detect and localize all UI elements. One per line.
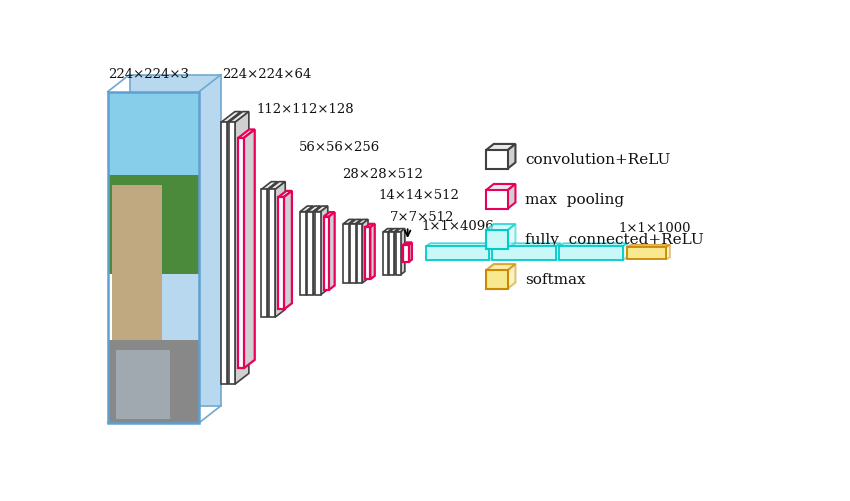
Polygon shape — [383, 232, 388, 275]
Polygon shape — [486, 191, 507, 209]
Polygon shape — [507, 145, 515, 169]
Polygon shape — [229, 112, 249, 123]
Polygon shape — [492, 244, 561, 247]
Polygon shape — [426, 247, 490, 261]
Polygon shape — [404, 245, 409, 263]
Polygon shape — [308, 212, 313, 295]
Polygon shape — [348, 220, 354, 283]
Polygon shape — [108, 92, 199, 275]
Polygon shape — [627, 245, 670, 247]
Polygon shape — [261, 190, 268, 318]
Polygon shape — [389, 229, 399, 232]
Text: 7×7×512: 7×7×512 — [389, 211, 454, 224]
Text: fully  connected+ReLU: fully connected+ReLU — [524, 233, 704, 247]
Polygon shape — [389, 232, 394, 275]
Polygon shape — [278, 198, 284, 310]
Polygon shape — [556, 244, 561, 261]
Polygon shape — [300, 212, 306, 295]
Polygon shape — [486, 224, 515, 231]
Polygon shape — [221, 112, 241, 123]
Polygon shape — [284, 191, 292, 310]
Polygon shape — [357, 224, 362, 283]
Polygon shape — [329, 213, 335, 291]
Polygon shape — [366, 224, 375, 228]
Polygon shape — [486, 231, 507, 249]
Polygon shape — [409, 243, 412, 263]
Polygon shape — [238, 139, 244, 369]
Polygon shape — [400, 229, 405, 275]
Polygon shape — [313, 206, 320, 295]
Polygon shape — [362, 220, 368, 283]
Polygon shape — [278, 191, 292, 198]
Text: 56×56×256: 56×56×256 — [298, 141, 380, 154]
Polygon shape — [486, 145, 515, 151]
Polygon shape — [357, 220, 368, 224]
Text: 28×28×512: 28×28×512 — [342, 168, 422, 181]
Polygon shape — [388, 229, 393, 275]
Polygon shape — [314, 212, 320, 295]
Polygon shape — [395, 232, 400, 275]
Polygon shape — [308, 206, 320, 212]
Polygon shape — [492, 247, 556, 261]
Polygon shape — [343, 220, 354, 224]
Text: 224×224×3: 224×224×3 — [108, 68, 189, 81]
Polygon shape — [404, 243, 412, 245]
Text: 14×14×512: 14×14×512 — [378, 188, 460, 201]
Text: max  pooling: max pooling — [524, 193, 624, 207]
Text: softmax: softmax — [524, 273, 586, 287]
Polygon shape — [275, 182, 286, 318]
Polygon shape — [129, 76, 221, 406]
Polygon shape — [371, 224, 375, 280]
Polygon shape — [229, 123, 235, 384]
Polygon shape — [244, 130, 255, 369]
Polygon shape — [486, 265, 515, 271]
Polygon shape — [559, 247, 623, 261]
Polygon shape — [261, 182, 277, 190]
Text: convolution+ReLU: convolution+ReLU — [524, 153, 670, 167]
Polygon shape — [394, 229, 399, 275]
Polygon shape — [627, 247, 666, 260]
Polygon shape — [507, 265, 515, 289]
Text: 112×112×128: 112×112×128 — [257, 103, 354, 115]
Polygon shape — [486, 151, 507, 169]
Polygon shape — [108, 341, 199, 423]
Polygon shape — [426, 244, 494, 247]
Polygon shape — [324, 217, 329, 291]
Text: 224×224×64: 224×224×64 — [223, 68, 312, 81]
Polygon shape — [486, 184, 515, 191]
Polygon shape — [268, 182, 277, 318]
Polygon shape — [343, 224, 348, 283]
Polygon shape — [227, 112, 241, 384]
Polygon shape — [300, 206, 313, 212]
Text: 1×1×4096: 1×1×4096 — [422, 220, 494, 233]
Polygon shape — [395, 229, 405, 232]
Polygon shape — [559, 244, 627, 247]
Polygon shape — [350, 224, 355, 283]
Polygon shape — [366, 228, 371, 280]
Polygon shape — [221, 123, 227, 384]
Text: 1×1×1000: 1×1×1000 — [618, 221, 691, 234]
Polygon shape — [490, 244, 494, 261]
Polygon shape — [320, 206, 328, 295]
Polygon shape — [238, 130, 255, 139]
Polygon shape — [111, 185, 162, 341]
Polygon shape — [306, 206, 313, 295]
Polygon shape — [314, 206, 328, 212]
Polygon shape — [269, 190, 275, 318]
Polygon shape — [355, 220, 361, 283]
Polygon shape — [269, 182, 286, 190]
Polygon shape — [666, 245, 670, 260]
Polygon shape — [108, 175, 199, 275]
Polygon shape — [235, 112, 249, 384]
Polygon shape — [324, 213, 335, 217]
Polygon shape — [116, 351, 170, 419]
Polygon shape — [623, 244, 627, 261]
Polygon shape — [507, 224, 515, 249]
Polygon shape — [486, 271, 507, 289]
Polygon shape — [350, 220, 361, 224]
Polygon shape — [507, 184, 515, 209]
Polygon shape — [383, 229, 393, 232]
